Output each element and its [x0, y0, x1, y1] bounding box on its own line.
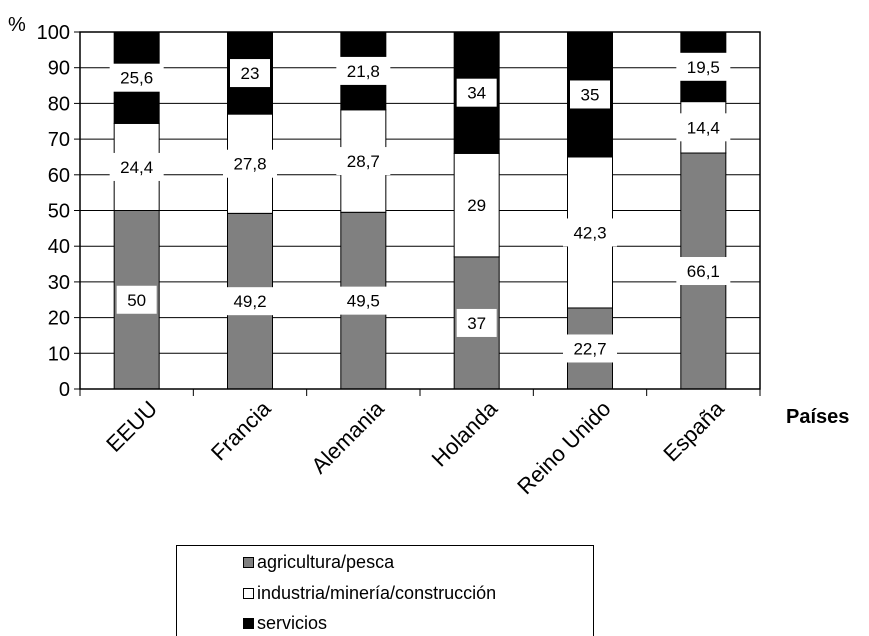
data-label: 35	[581, 85, 600, 104]
data-label: 49,5	[347, 292, 380, 311]
x-tick-label: Alemania	[306, 395, 389, 478]
data-label: 49,2	[233, 292, 266, 311]
y-tick-label: 70	[48, 129, 70, 151]
legend-item-industria: industria/minería/construcción	[243, 581, 496, 605]
data-label: 27,8	[233, 155, 266, 174]
stacked-bar-chart: 50 24,4 25,6 49,2 27,8 23 49,5 28,7 21,8 37 29 34 22…	[37, 22, 761, 499]
y-tick-label: 30	[48, 272, 70, 294]
y-tick-label: 100	[37, 22, 70, 44]
legend-item-agricultura: agricultura/pesca	[243, 550, 394, 574]
y-tick-label: 80	[48, 93, 70, 115]
y-tick-label: 0	[59, 379, 70, 401]
data-label: 14,4	[687, 118, 720, 137]
data-label-box	[336, 286, 391, 315]
data-label-box	[116, 285, 157, 314]
data-label-box	[109, 63, 164, 92]
data-label: 19,5	[687, 58, 720, 77]
data-label-box	[570, 80, 610, 109]
data-label: 24,4	[120, 158, 153, 177]
legend-swatch-agricultura	[243, 556, 254, 568]
data-label: 29	[467, 196, 486, 215]
y-tick-label: 90	[48, 58, 70, 80]
data-label-box	[336, 147, 391, 176]
data-label-box	[230, 59, 270, 88]
data-label-box	[563, 218, 617, 247]
data-label-box	[336, 56, 391, 85]
data-label-box	[456, 308, 497, 337]
x-tick-label: Reino Unido	[512, 396, 615, 499]
data-label: 25,6	[120, 69, 153, 88]
legend-swatch-industria	[243, 587, 254, 599]
x-tick-label: Francia	[206, 395, 276, 465]
data-label: 21,8	[347, 62, 380, 81]
legend-label-agricultura: agricultura/pesca	[257, 551, 395, 572]
data-label: 28,7	[347, 152, 380, 171]
x-tick-label: Holanda	[427, 395, 503, 471]
data-label-box	[109, 152, 164, 181]
y-axis-title: %	[8, 14, 26, 36]
data-label: 37	[467, 314, 486, 333]
data-labels: 50 24,4 25,6 49,2 27,8 23 49,5 28,7 21,8 37 29 34 22…	[109, 52, 731, 363]
data-label: 34	[467, 84, 486, 103]
y-tick-label: 40	[48, 236, 70, 258]
data-label: 50	[127, 291, 146, 310]
data-label-box	[676, 257, 731, 286]
y-tick-label: 60	[48, 165, 70, 187]
data-label-box	[456, 191, 497, 220]
x-axis-title: Países	[786, 406, 850, 428]
data-label-box	[676, 113, 731, 142]
plot-area-border	[79, 31, 761, 390]
data-label: 23	[241, 64, 260, 83]
y-tick-label: 20	[48, 308, 70, 330]
data-label: 22,7	[573, 339, 606, 358]
legend: agricultura/pesca industria/minería/cons…	[176, 545, 594, 636]
legend-swatch-servicios	[243, 617, 254, 629]
x-tick-label: EEUU	[101, 396, 162, 457]
data-label-box	[223, 287, 277, 316]
y-tick-label: 50	[48, 201, 70, 223]
data-label: 66,1	[687, 262, 720, 281]
x-tick-label: España	[658, 395, 729, 466]
data-label-box	[456, 78, 497, 107]
legend-label-servicios: servicios	[257, 612, 328, 633]
y-tick-label: 10	[48, 343, 70, 365]
data-label: 42,3	[573, 223, 606, 242]
data-label-box	[676, 52, 731, 81]
grid-lines	[80, 31, 760, 354]
legend-item-servicios: servicios	[243, 611, 327, 635]
data-label-box	[563, 334, 617, 363]
legend-label-industria: industria/minería/construcción	[257, 582, 497, 603]
data-label-box	[223, 149, 277, 178]
